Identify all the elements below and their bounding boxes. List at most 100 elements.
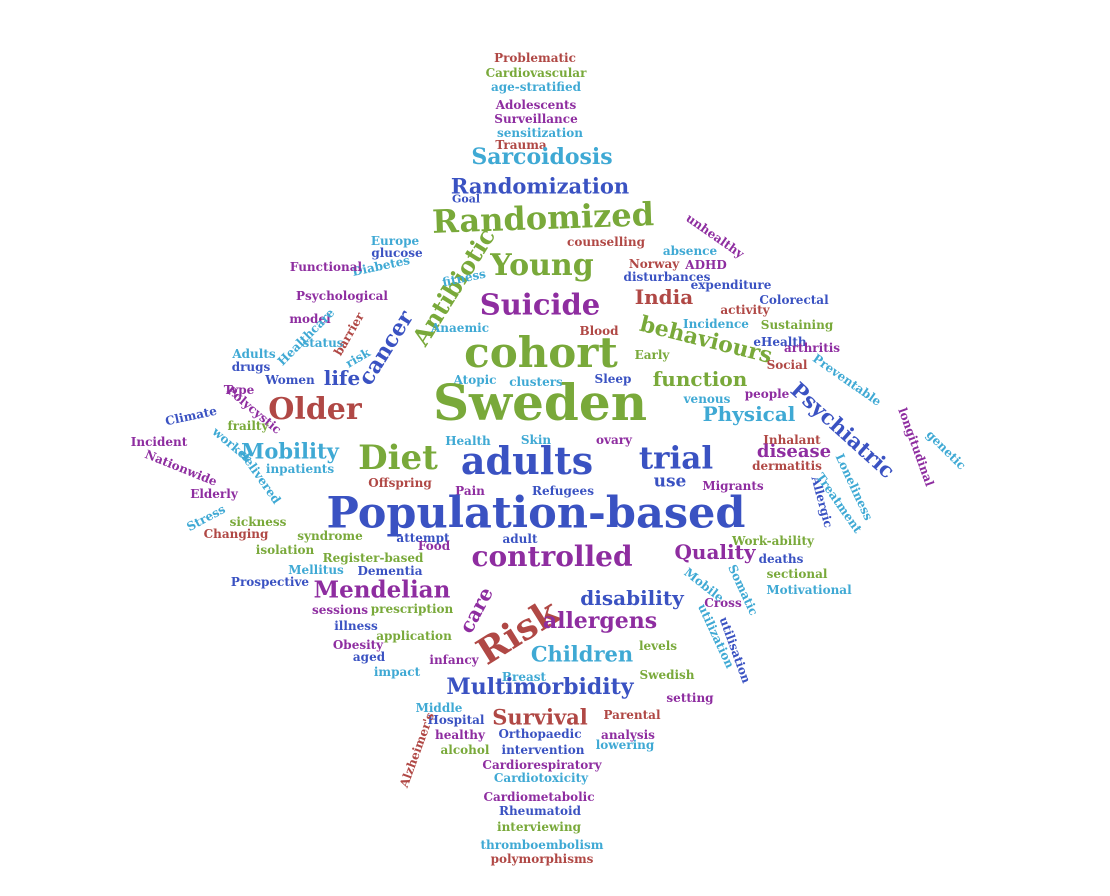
- word-obesity: Obesity: [332, 638, 384, 652]
- word-physical: Physical: [702, 402, 796, 426]
- word-randomization: Randomization: [450, 173, 630, 199]
- word-genetic: genetic: [923, 427, 969, 473]
- word-sectional: sectional: [766, 567, 828, 581]
- word-status: status: [302, 336, 344, 350]
- word-pain: Pain: [455, 484, 485, 498]
- word-ehealth: eHealth: [753, 335, 807, 349]
- word-changing: Changing: [203, 527, 269, 541]
- word-anaemic: Anaemic: [430, 321, 490, 335]
- word-trial: trial: [638, 440, 714, 477]
- word-setting: setting: [666, 691, 714, 705]
- word-sensitization: sensitization: [497, 126, 583, 140]
- word-colorectal: Colorectal: [759, 293, 829, 307]
- word-adults: Adults: [232, 347, 276, 361]
- word-clusters: clusters: [509, 375, 563, 389]
- word-sleep: Sleep: [594, 372, 632, 386]
- word-impact: impact: [373, 665, 421, 679]
- word-population-based: Population-based: [326, 488, 746, 539]
- word-older: Older: [268, 392, 362, 427]
- word-climate: Climate: [163, 403, 219, 429]
- word-disability: disability: [580, 586, 684, 610]
- word-early: Early: [634, 348, 670, 362]
- word-thromboembolism: thromboembolism: [480, 838, 604, 852]
- word-counselling: counselling: [567, 235, 645, 249]
- word-expenditure: expenditure: [690, 278, 772, 292]
- word-children: Children: [530, 641, 634, 667]
- word-adhd: ADHD: [685, 258, 727, 272]
- word-problematic: Problematic: [494, 51, 576, 65]
- word-rheumatoid: Rheumatoid: [498, 804, 582, 818]
- word-prospective: Prospective: [230, 575, 310, 589]
- word-functional: Functional: [289, 260, 363, 274]
- word-healthy: healthy: [435, 728, 485, 742]
- word-venous: venous: [683, 392, 731, 406]
- word-disturbances: disturbances: [623, 270, 711, 284]
- word-cohort: cohort: [464, 328, 618, 377]
- word-women: Women: [265, 373, 315, 387]
- word-ovary: ovary: [595, 433, 633, 447]
- word-analysis: analysis: [601, 728, 655, 742]
- word-health: Health: [445, 434, 491, 448]
- word-syndrome: syndrome: [297, 529, 363, 543]
- word-india: India: [634, 285, 694, 309]
- word-young: Young: [490, 248, 594, 283]
- word-aged: aged: [352, 650, 386, 664]
- word-multimorbidity: Multimorbidity: [446, 674, 634, 700]
- word-food: Food: [417, 539, 451, 553]
- word-arthritis: arthritis: [783, 341, 841, 355]
- word-cardiovascular: Cardiovascular: [485, 66, 587, 80]
- word-longitudinal: longitudinal: [895, 405, 937, 489]
- word-cardiotoxicity: Cardiotoxicity: [493, 771, 589, 785]
- word-adults: adults: [460, 438, 594, 483]
- word-age-stratified: age-stratified: [490, 80, 582, 94]
- word-lowering: lowering: [595, 738, 655, 752]
- word-work-ability: Work-ability: [732, 534, 814, 548]
- word-breast: Breast: [501, 670, 547, 684]
- word-alcohol: alcohol: [440, 743, 490, 757]
- word-orthopaedic: Orthopaedic: [498, 727, 582, 741]
- word-life: life: [323, 366, 361, 390]
- word-frailty: frailty: [227, 419, 269, 433]
- word-adult: adult: [502, 532, 538, 546]
- word-suicide: Suicide: [479, 287, 601, 322]
- word-activity: activity: [720, 303, 770, 317]
- word-mellitus: Mellitus: [288, 563, 344, 577]
- word-deaths: deaths: [758, 552, 804, 566]
- word-controlled: controlled: [471, 540, 633, 573]
- word-sweden: Sweden: [432, 373, 648, 432]
- word-middle: Middle: [415, 701, 463, 715]
- word-goal: Goal: [451, 192, 481, 206]
- word-drugs: drugs: [231, 360, 271, 374]
- word-cardiorespiratory: Cardiorespiratory: [482, 758, 602, 772]
- word-hospital: Hospital: [427, 713, 485, 727]
- word-sarcoidosis: Sarcoidosis: [471, 144, 613, 170]
- word-diet: Diet: [358, 438, 438, 478]
- word-migrants: Migrants: [702, 479, 764, 493]
- word-nationwide: Nationwide: [142, 447, 220, 489]
- word-motivational: Motivational: [766, 583, 852, 597]
- word-dementia: Dementia: [357, 564, 423, 578]
- word-people: people: [744, 387, 790, 401]
- word-atopic: Atopic: [453, 373, 497, 387]
- word-surveillance: Surveillance: [494, 112, 578, 126]
- word-isolation: isolation: [255, 543, 315, 557]
- word-offspring: Offspring: [368, 476, 432, 490]
- word-randomized: Randomized: [431, 195, 655, 241]
- word-type: Type: [223, 383, 255, 397]
- word-application: application: [376, 629, 452, 643]
- word-infancy: infancy: [429, 653, 479, 667]
- word-use: use: [653, 471, 687, 492]
- word-norway: Norway: [628, 257, 680, 271]
- word-model: model: [289, 312, 331, 326]
- word-parental: Parental: [603, 708, 661, 722]
- word-cross: Cross: [704, 596, 742, 610]
- word-attempt: attempt: [396, 531, 450, 545]
- word-cardiometabolic: Cardiometabolic: [483, 790, 595, 804]
- word-trauma: Trauma: [495, 138, 547, 152]
- word-register-based: Register-based: [322, 551, 424, 565]
- word-skin: Skin: [520, 433, 552, 447]
- word-polymorphisms: polymorphisms: [490, 852, 594, 866]
- word-sickness: sickness: [229, 515, 287, 529]
- word-survival: Survival: [492, 704, 588, 730]
